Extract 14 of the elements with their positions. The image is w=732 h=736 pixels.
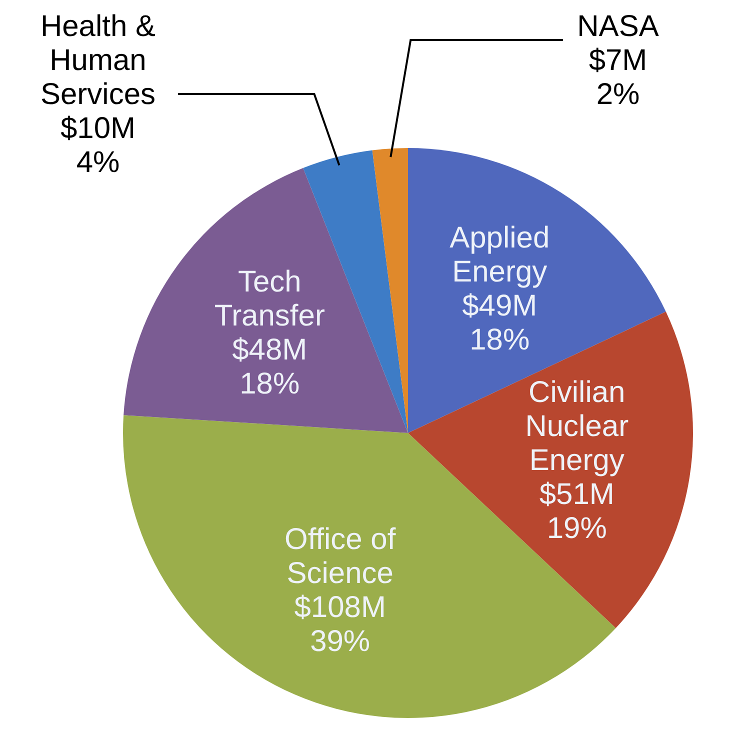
pie-slice [372, 148, 408, 433]
pie-slice [124, 168, 408, 433]
slice-label: Health & Human Services [40, 10, 156, 111]
data-label: $51M 19% [539, 478, 614, 545]
data-label: $48M 18% [232, 333, 308, 400]
slice-label: Civilian Nuclear Energy [525, 376, 629, 477]
slice-label: Office of Science [284, 522, 396, 590]
data-label: $108M 39% [294, 590, 386, 658]
slice-label: Tech Transfer [214, 265, 325, 332]
data-label: $10M 4% [60, 112, 136, 179]
slice-label: NASA [577, 10, 659, 43]
data-label: $49M 18% [462, 290, 538, 357]
slice-label: Applied Energy [450, 222, 550, 289]
data-label: $7M 2% [588, 44, 648, 111]
